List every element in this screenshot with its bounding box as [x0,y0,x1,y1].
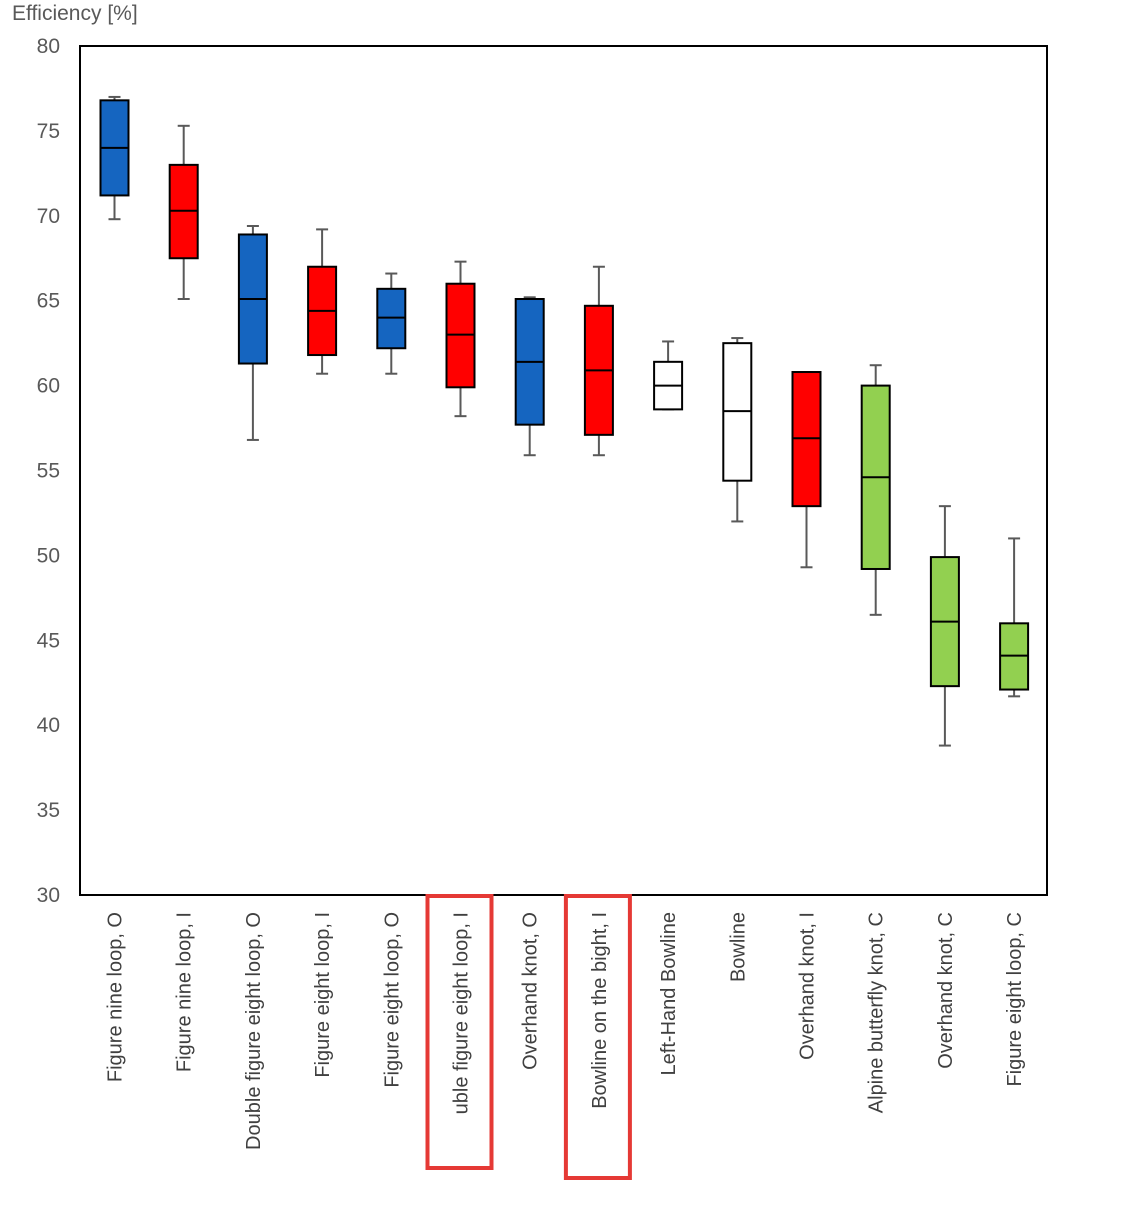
box-6 [445,260,476,418]
x-tick-label: Left-Hand Bowline [658,912,680,1075]
box-9 [653,340,684,411]
x-tick-label: Figure nine loop, I [174,912,196,1072]
x-tick-label: Figure nine loop, O [105,912,127,1082]
box-4 [307,228,338,375]
y-tick-label: 45 [37,629,60,652]
y-axis-label: Efficiency [%] [12,2,138,25]
highlight-box [563,894,632,1180]
y-tick-label: 40 [37,714,60,737]
y-axis-ticks: 30 35 40 45 50 55 60 65 70 75 80 [37,35,60,907]
highlight-box [425,894,494,1170]
x-tick-label: Alpine butterfly knot, C [866,912,888,1113]
box-10 [722,337,753,523]
x-axis-ticks: Figure nine loop, O Figure nine loop, I Do… [105,912,1027,1150]
box-8 [583,265,614,457]
box-14 [999,537,1030,698]
y-tick-label: 55 [37,460,60,483]
box-7 [514,296,545,457]
x-tick-label: Bowline on the bight, I [589,912,611,1109]
box-13 [929,505,960,747]
x-tick-label: Overhand knot, I [797,912,819,1060]
plot-area-frame [79,45,1048,896]
y-tick-label: 60 [37,375,60,398]
x-tick-label: Figure eight loop, O [381,912,403,1088]
y-tick-label: 70 [37,205,60,228]
highlight-boxes [425,894,632,1180]
y-tick-label: 65 [37,290,60,313]
box-11 [791,371,822,569]
x-tick-label: Figure eight loop, C [1004,912,1026,1087]
x-tick-label: Double figure eight loop, O [243,912,265,1150]
boxes-layer [99,95,1030,747]
x-tick-label: Figure eight loop, I [312,912,334,1078]
x-tick-label: Overhand knot, C [935,912,957,1069]
y-tick-label: 50 [37,544,60,567]
box-12 [860,364,891,616]
box-5 [376,272,407,375]
y-tick-label: 80 [37,35,60,58]
x-tick-label: Bowline [727,912,749,982]
box-1 [99,95,130,221]
y-tick-label: 75 [37,120,60,143]
y-tick-label: 30 [37,884,60,907]
box-3 [237,224,268,441]
y-tick-label: 35 [37,799,60,822]
x-tick-label: Overhand knot, O [520,912,542,1070]
box-2 [168,124,199,301]
x-tick-label: uble figure eight loop, I [451,912,473,1114]
